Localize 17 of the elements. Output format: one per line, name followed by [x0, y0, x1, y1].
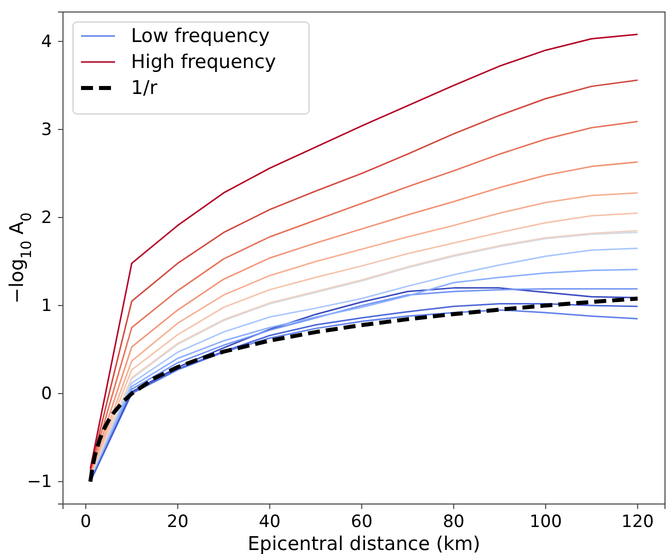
- x-tick-label: 100: [529, 512, 562, 532]
- x-tick-label: 40: [258, 512, 281, 532]
- x-tick-label: 20: [166, 512, 189, 532]
- y-tick-label: 2: [41, 208, 52, 228]
- y-tick-label: −1: [26, 472, 52, 492]
- y-tick-label: 1: [41, 296, 52, 316]
- x-tick-label: 120: [621, 512, 654, 532]
- legend-label: High frequency: [131, 51, 276, 73]
- y-tick-label: 0: [41, 384, 52, 404]
- x-tick-label: 80: [442, 512, 464, 532]
- y-tick-label: 3: [41, 120, 52, 140]
- x-tick-label: 60: [350, 512, 373, 532]
- legend-label: Low frequency: [131, 25, 270, 47]
- x-tick-label: 0: [80, 512, 92, 532]
- x-axis-title: Epicentral distance (km): [248, 533, 480, 554]
- y-tick-label: 4: [41, 32, 52, 52]
- legend-label: 1/r: [131, 77, 158, 99]
